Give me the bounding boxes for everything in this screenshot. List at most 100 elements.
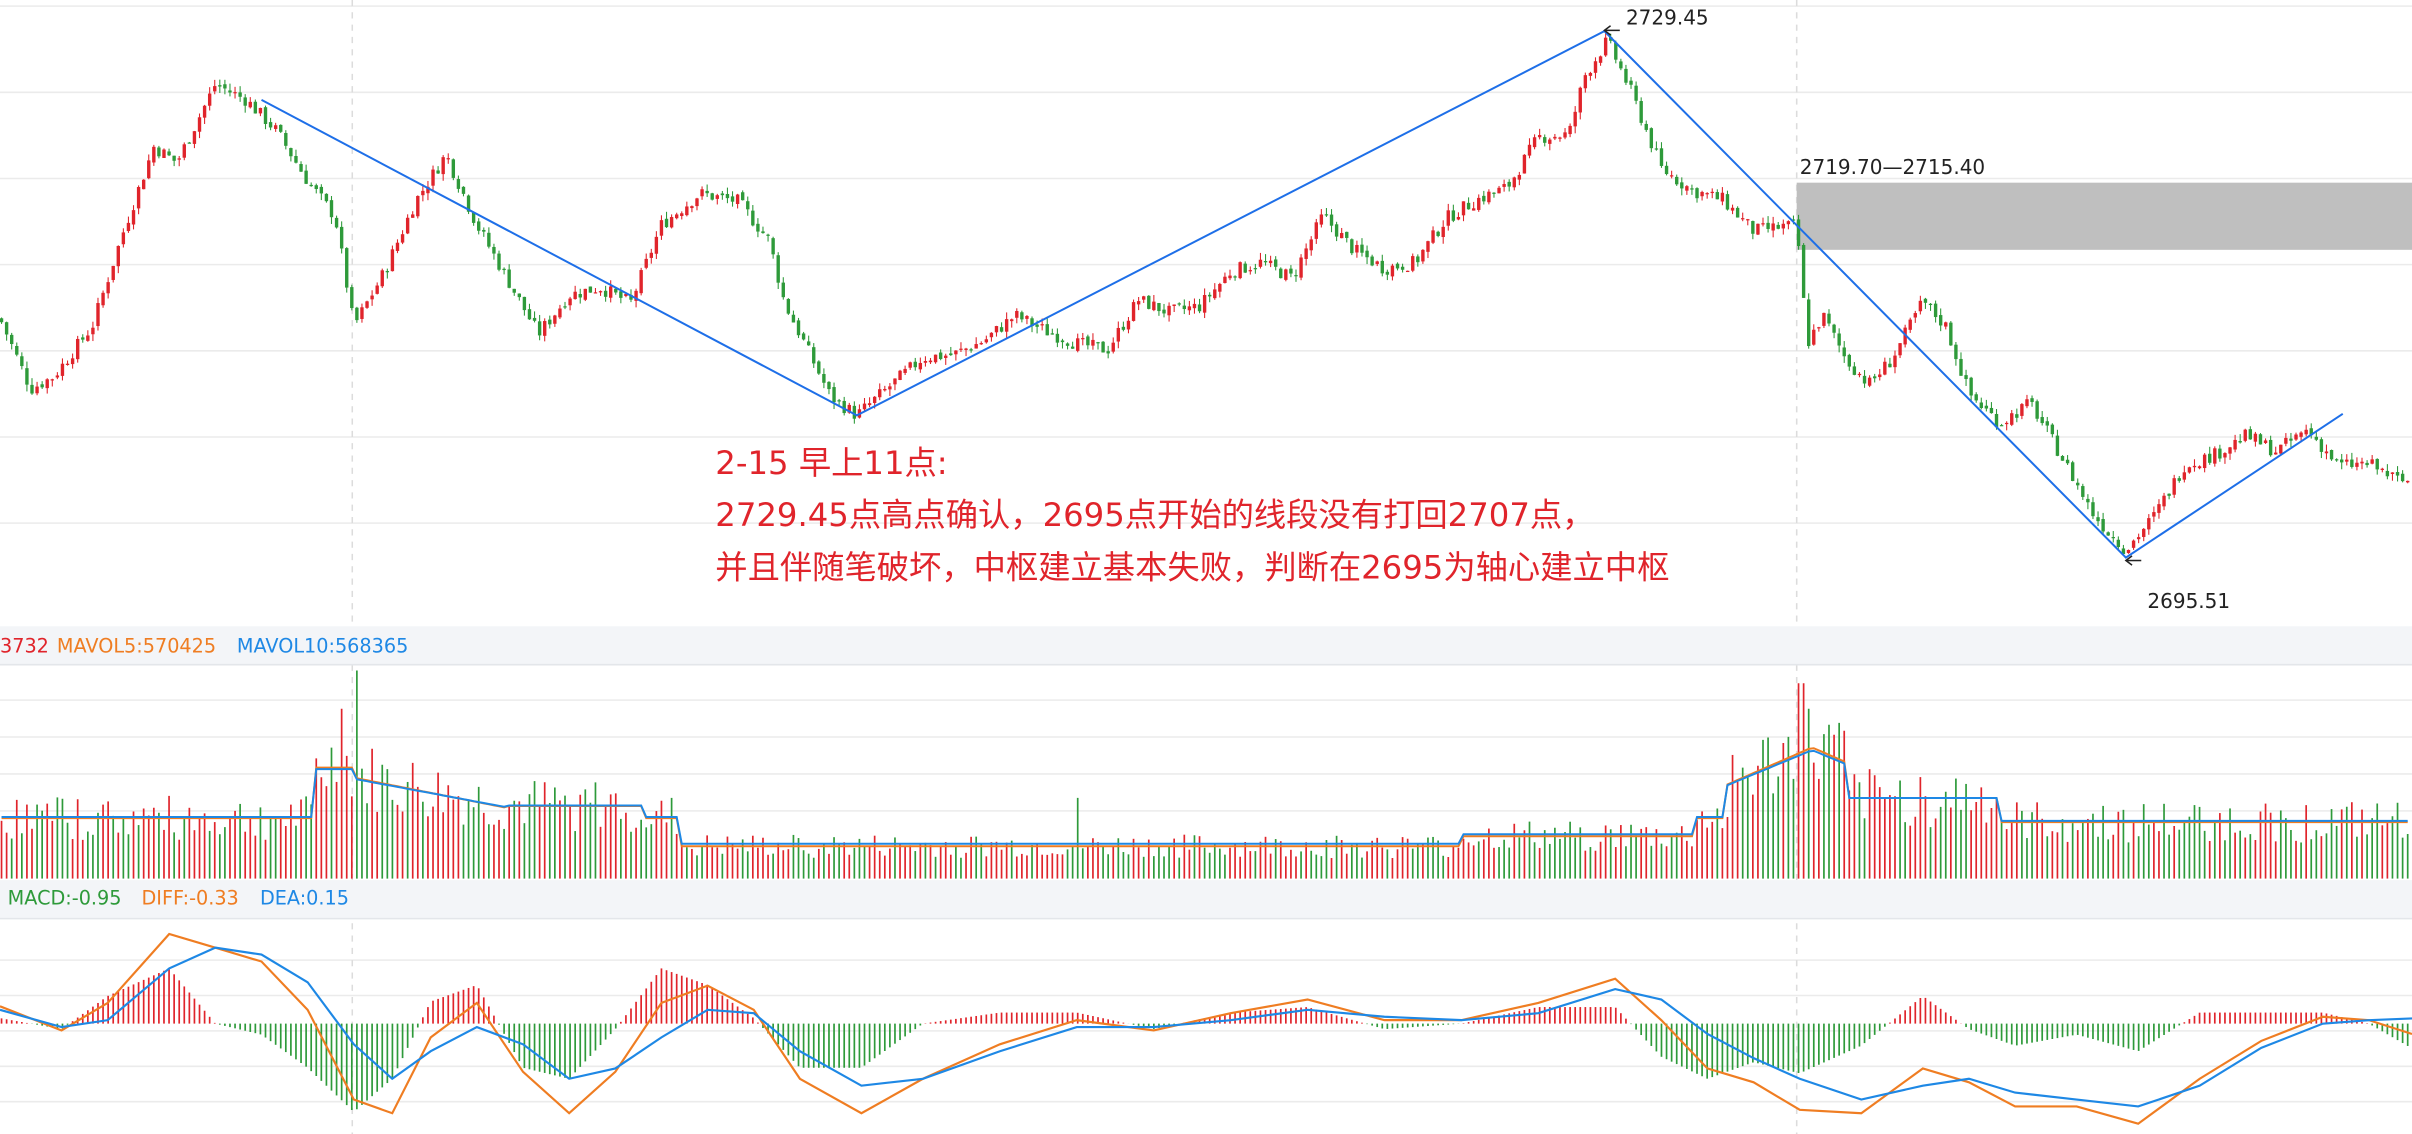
candle-body bbox=[1974, 394, 1978, 401]
candle-body bbox=[2060, 455, 2065, 461]
candle-body bbox=[1933, 303, 1938, 318]
candle-body bbox=[674, 214, 679, 219]
candle-body bbox=[1004, 319, 1009, 332]
candle-body bbox=[395, 242, 400, 251]
candle-body bbox=[40, 384, 44, 388]
candle-body bbox=[2111, 537, 2115, 539]
candle-body bbox=[172, 155, 176, 161]
candle-body bbox=[309, 184, 313, 187]
candle-body bbox=[1466, 202, 1471, 210]
candle-body bbox=[1999, 425, 2004, 427]
candle-body bbox=[197, 117, 202, 132]
candle-body bbox=[598, 291, 603, 293]
candle-body bbox=[1451, 210, 1456, 221]
candle-body bbox=[2055, 435, 2060, 456]
annotation-line-2: 2729.45点高点确认，2695点开始的线段没有打回2707点， bbox=[715, 496, 1594, 534]
candle-body bbox=[1527, 144, 1532, 156]
candle-body bbox=[70, 358, 75, 365]
candle-body bbox=[1172, 304, 1176, 306]
candle-body bbox=[1461, 201, 1466, 216]
candle-body bbox=[664, 218, 669, 228]
candle-body bbox=[832, 387, 836, 403]
candle-body bbox=[1598, 56, 1603, 63]
candle-body bbox=[1035, 324, 1039, 327]
candle-body bbox=[776, 255, 780, 283]
volume-value-label: 3732 bbox=[0, 634, 49, 657]
candle-body bbox=[1938, 315, 1943, 326]
candle-body bbox=[1700, 191, 1704, 197]
candle-body bbox=[862, 403, 867, 410]
candle-body bbox=[949, 353, 953, 356]
candle-body bbox=[1096, 342, 1100, 344]
candle-body bbox=[1898, 343, 1902, 356]
candle-body bbox=[1020, 312, 1024, 320]
candle-body bbox=[1720, 192, 1725, 202]
candle-body bbox=[1492, 192, 1496, 194]
dea-label: DEA:0.15 bbox=[260, 887, 349, 910]
candle-body bbox=[746, 201, 750, 210]
candle-body bbox=[608, 286, 613, 298]
candle-body bbox=[487, 232, 491, 247]
candle-body bbox=[162, 149, 166, 159]
candle-body bbox=[751, 210, 755, 226]
candle-body bbox=[2390, 472, 2395, 474]
candle-body bbox=[111, 265, 115, 280]
candle-body bbox=[659, 220, 664, 236]
candle-body bbox=[2314, 436, 2319, 440]
candle-body bbox=[781, 282, 785, 298]
candle-body bbox=[730, 196, 735, 202]
candle-body bbox=[1152, 301, 1156, 311]
candle-body bbox=[974, 344, 978, 349]
candle-body bbox=[928, 360, 933, 363]
candle-body bbox=[1644, 123, 1648, 130]
candle-body bbox=[1121, 326, 1126, 330]
candle-body bbox=[999, 327, 1004, 332]
candle-body bbox=[796, 320, 801, 336]
price-panel: 2729.45 2719.70—2715.40 2695.51 2-15 早上1… bbox=[0, 6, 2412, 613]
candle-body bbox=[2345, 459, 2349, 462]
candle-body bbox=[522, 296, 527, 311]
candle-body bbox=[157, 147, 161, 157]
candle-body bbox=[1086, 336, 1090, 346]
volume-header-bar bbox=[0, 626, 2412, 665]
candle-body bbox=[1106, 351, 1110, 354]
candle-body bbox=[1411, 256, 1415, 271]
candle-body bbox=[35, 386, 39, 394]
candle-body bbox=[624, 293, 628, 297]
candle-body bbox=[243, 97, 247, 106]
candle-body bbox=[426, 186, 430, 194]
candle-body bbox=[553, 315, 557, 324]
diff-label: DIFF:-0.33 bbox=[142, 887, 239, 910]
candle-body bbox=[492, 246, 496, 254]
candle-body bbox=[634, 290, 638, 301]
candle-body bbox=[852, 405, 857, 419]
candle-body bbox=[416, 195, 420, 217]
candle-body bbox=[263, 107, 268, 125]
candle-body bbox=[1324, 214, 1329, 216]
candle-body bbox=[872, 396, 877, 404]
candle-body bbox=[1908, 319, 1912, 330]
candle-body bbox=[903, 368, 907, 373]
candle-body bbox=[578, 294, 582, 298]
candle-body bbox=[994, 326, 999, 333]
candle-body bbox=[2192, 465, 2197, 468]
candle-body bbox=[1228, 275, 1232, 279]
candle-body bbox=[1162, 309, 1166, 314]
candle-body bbox=[2208, 453, 2212, 463]
candle-body bbox=[558, 308, 562, 318]
candle-body bbox=[918, 362, 923, 370]
candle-body bbox=[2045, 421, 2049, 426]
candle-body bbox=[9, 334, 14, 345]
candle-body bbox=[223, 84, 227, 89]
candle-body bbox=[2116, 539, 2121, 547]
extreme-markers bbox=[1603, 25, 2142, 566]
candle-body bbox=[1507, 181, 1511, 187]
candle-body bbox=[86, 335, 90, 341]
candle-body bbox=[30, 384, 34, 394]
candle-body bbox=[238, 92, 242, 97]
candle-body bbox=[1126, 320, 1131, 330]
candle-body bbox=[2131, 540, 2136, 548]
candle-body bbox=[817, 361, 821, 374]
